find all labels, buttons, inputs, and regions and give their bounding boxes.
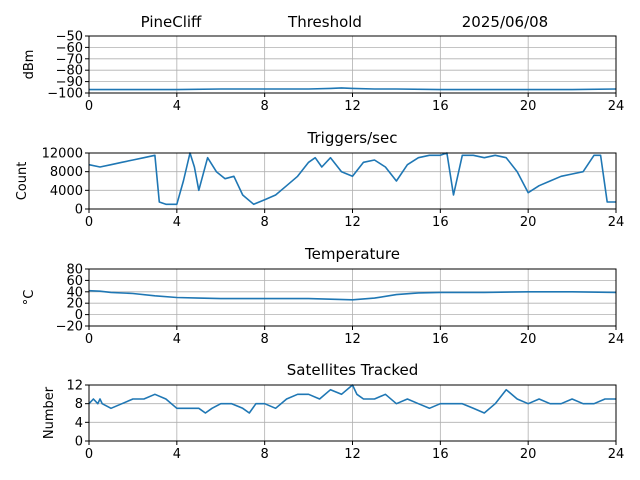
threshold-panel: 0 4 8 12 16 20 24 −100−90−80−70−60−50 dBm [22, 30, 624, 115]
x-tick-label: 8 [261, 447, 269, 462]
series-line [89, 87, 617, 91]
x-tick-label: 12 [344, 215, 361, 230]
panel-title: Satellites Tracked [287, 361, 418, 379]
figure-title: Threshold [287, 13, 362, 31]
x-tick-label: 12 [344, 99, 361, 114]
panel-title: Triggers/sec [307, 129, 398, 147]
y-tick-label: −90 [56, 75, 83, 90]
y-tick-label: 4000 [50, 184, 83, 199]
y-axis-label: dBm [22, 50, 37, 80]
y-tick-label: −100 [47, 87, 83, 102]
series-line [88, 384, 616, 414]
x-tick-label: 8 [261, 215, 269, 230]
y-tick-label: 12000 [42, 147, 83, 162]
x-tick-label: 20 [520, 99, 537, 114]
x-tick-label: 24 [608, 332, 625, 347]
x-tick-label: 4 [173, 447, 181, 462]
station-name: PineCliff [141, 13, 202, 31]
y-tick-label: 20 [66, 297, 83, 312]
y-tick-label: 80 [66, 263, 83, 278]
y-tick-label: 8 [75, 397, 83, 412]
x-tick-label: 4 [173, 332, 181, 347]
x-tick-label: 20 [520, 447, 537, 462]
y-tick-label: −60 [56, 41, 83, 56]
x-tick-label: 0 [85, 215, 93, 230]
panel-title: Temperature [304, 245, 400, 263]
satellites-panel: 0 4 8 12 16 20 24 0 4 8 12 Number Satellites Tracked [42, 361, 624, 462]
y-tick-label: 0 [75, 435, 83, 450]
x-tick-label: 0 [85, 332, 93, 347]
series-line [88, 289, 617, 301]
y-axis-label: °C [22, 290, 37, 306]
y-tick-label: −50 [56, 30, 83, 45]
x-tick-label: 12 [344, 332, 361, 347]
x-tick-label: 16 [432, 447, 449, 462]
x-tick-label: 24 [608, 447, 625, 462]
x-tick-label: 24 [608, 215, 625, 230]
x-tick-label: 8 [261, 332, 269, 347]
y-tick-label: −20 [56, 320, 83, 335]
x-tick-label: 16 [432, 99, 449, 114]
y-tick-label: −70 [56, 52, 83, 67]
x-tick-label: 24 [608, 99, 625, 114]
y-axis-label: Number [42, 386, 57, 439]
x-tick-label: 20 [520, 215, 537, 230]
series-line [88, 152, 616, 206]
x-tick-label: 8 [261, 99, 269, 114]
x-tick-label: 0 [85, 99, 93, 114]
x-tick-label: 0 [85, 447, 93, 462]
x-tick-label: 12 [344, 447, 361, 462]
x-tick-label: 20 [520, 332, 537, 347]
y-tick-label: 4 [75, 416, 83, 431]
y-tick-label: −80 [56, 64, 83, 79]
y-tick-label: 0 [75, 308, 83, 323]
x-tick-label: 16 [432, 332, 449, 347]
y-tick-label: 60 [66, 274, 83, 289]
y-tick-label: 40 [66, 285, 83, 300]
date-label: 2025/06/08 [462, 13, 548, 31]
x-tick-label: 4 [173, 215, 181, 230]
y-axis-label: Count [15, 162, 30, 201]
y-tick-label: 0 [75, 203, 83, 218]
y-tick-label: 8000 [50, 165, 83, 180]
triggers-panel: 0 4 8 12 16 20 24 0 4000 8000 12000 Count Triggers/s… [15, 129, 624, 230]
x-tick-label: 4 [173, 99, 181, 114]
y-tick-label: 12 [66, 379, 83, 394]
x-tick-label: 16 [432, 215, 449, 230]
